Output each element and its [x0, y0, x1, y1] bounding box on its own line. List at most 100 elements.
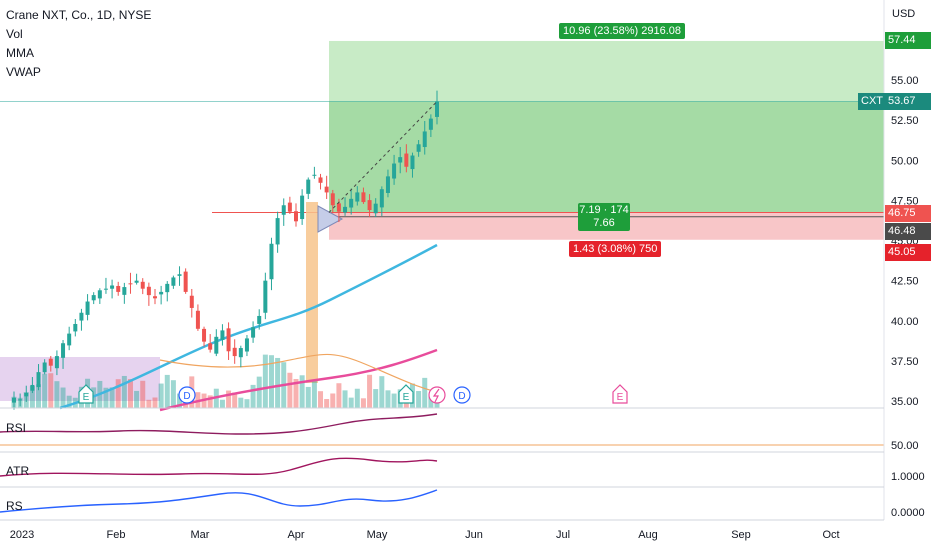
- ma-blue-line: [59, 243, 438, 410]
- volume-bar: [134, 390, 140, 408]
- split-marker-icon: [432, 388, 440, 403]
- x-tick-label: Oct: [822, 529, 839, 541]
- triangle-pattern: [317, 205, 344, 233]
- volume-bar: [330, 393, 336, 408]
- earnings-marker-label: E: [83, 392, 90, 403]
- volume-bar: [177, 393, 183, 408]
- rr-ratio: 7.19 · 174: [579, 204, 629, 216]
- volume-bar: [54, 381, 60, 408]
- volume-bar: [219, 399, 225, 408]
- volume-bar: [342, 390, 348, 408]
- stop-label[interactable]: 1.43 (3.08%) 750: [569, 241, 662, 257]
- earnings-marker: [398, 384, 414, 404]
- legend-mma[interactable]: MMA: [6, 46, 34, 60]
- volume-bar: [164, 374, 170, 408]
- volume-bar: [238, 397, 244, 408]
- split-marker: [428, 386, 446, 404]
- volume-bar: [324, 399, 330, 408]
- volume-bar: [293, 378, 299, 408]
- volume-bar: [29, 386, 35, 408]
- volume-bar: [66, 395, 72, 408]
- volume-bar: [305, 386, 311, 408]
- indicator-legend: Crane NXT, Co., 1D, NYSE Vol MMA VWAP: [6, 6, 151, 82]
- candle-body: [263, 280, 268, 313]
- volume-bar: [354, 388, 360, 408]
- volume-bar: [226, 390, 232, 408]
- target-label[interactable]: 10.96 (23.58%) 2916.08: [559, 23, 686, 39]
- profit-zone-upper: [329, 40, 884, 102]
- candle-body: [79, 312, 84, 321]
- x-tick-label: Mar: [191, 529, 210, 541]
- dividend-marker-label: D: [458, 391, 465, 402]
- x-tick-label: Apr: [287, 529, 304, 541]
- atr-tick-label: 1.0000: [891, 471, 925, 483]
- earnings-marker-label: E: [617, 392, 624, 403]
- earnings-marker-label: E: [403, 392, 410, 403]
- volume-bar: [422, 377, 428, 408]
- entry-price-tag: 46.75: [885, 205, 931, 222]
- candle-body: [226, 328, 231, 352]
- candle-body: [91, 295, 96, 301]
- axes: 55.0052.5050.0047.5045.0042.5040.0037.50…: [0, 0, 925, 541]
- candle-body: [318, 177, 323, 183]
- stop-price-tag: 45.05: [885, 244, 931, 261]
- trade-path-line: [328, 101, 438, 213]
- candle-body: [220, 330, 225, 340]
- candle-body: [398, 157, 403, 163]
- risk-reward-label[interactable]: 7.19 · 174 7.66: [578, 203, 630, 231]
- candle-body: [312, 174, 317, 176]
- volume-bar: [127, 379, 133, 408]
- symbol-title[interactable]: Crane NXT, Co., 1D, NYSE: [6, 8, 152, 22]
- legend-vol[interactable]: Vol: [6, 27, 23, 41]
- volume-bar: [48, 373, 54, 408]
- volume-bar: [318, 391, 324, 408]
- candle-body: [140, 281, 145, 289]
- rs-pane-label[interactable]: RS: [6, 499, 23, 513]
- dividend-marker: [178, 386, 196, 404]
- volume-bar: [146, 399, 152, 408]
- y-tick-label: 40.00: [891, 316, 919, 328]
- volume-bar: [360, 398, 366, 408]
- candle-body: [355, 192, 360, 202]
- candle-body: [42, 362, 47, 373]
- candle-body: [385, 176, 390, 193]
- volume-bar: [232, 392, 238, 408]
- candle-body: [367, 200, 372, 211]
- candlestick-series[interactable]: [12, 90, 439, 410]
- volume-bar: [152, 397, 158, 408]
- candle-body: [146, 286, 151, 296]
- volume-bar: [336, 383, 342, 408]
- indicator-panes: [0, 413, 884, 513]
- candle-body: [122, 287, 127, 295]
- legend-vwap[interactable]: VWAP: [6, 65, 41, 79]
- x-tick-label: 2023: [10, 529, 34, 541]
- candle-body: [275, 218, 280, 245]
- candle-body: [379, 189, 384, 208]
- chart-overlays: [328, 101, 438, 213]
- candle-body: [435, 101, 439, 117]
- candle-body: [48, 358, 53, 366]
- volume-bar: [391, 393, 397, 408]
- volume-bar: [262, 354, 268, 408]
- candle-body: [257, 315, 262, 324]
- y-tick-label: 42.50: [891, 276, 919, 288]
- x-tick-label: Jun: [465, 529, 483, 541]
- volume-bar: [42, 373, 48, 408]
- candle-body: [153, 296, 157, 299]
- volume-bar: [311, 381, 317, 408]
- atr-pane-label[interactable]: ATR: [6, 464, 30, 478]
- x-tick-label: Feb: [107, 529, 126, 541]
- rsi-line: [0, 413, 438, 435]
- candle-body: [300, 195, 305, 220]
- candle-body: [36, 372, 41, 388]
- symbol-tag: CXT: [858, 93, 885, 110]
- breakout-highlight: [306, 202, 318, 383]
- candle-body: [404, 153, 409, 167]
- volume-bar: [60, 387, 66, 408]
- rsi-pane-label[interactable]: RSI: [6, 421, 27, 435]
- dividend-marker: [453, 386, 471, 404]
- volume-bar: [244, 399, 250, 408]
- candle-body: [343, 206, 348, 213]
